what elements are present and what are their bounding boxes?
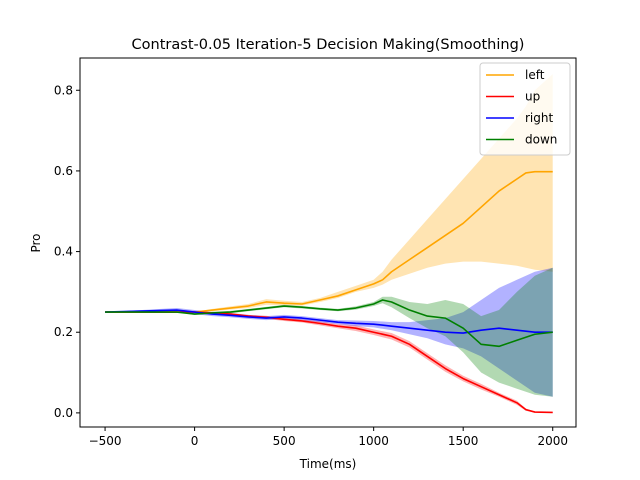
y-axis-ticks: 0.0 0.2 0.4 0.6 0.8	[54, 83, 80, 420]
band-down	[105, 267, 553, 397]
y-tick-label: 0.2	[54, 325, 73, 339]
legend-label-left: left	[525, 68, 545, 82]
line-left	[105, 170, 553, 313]
x-tick-label: 2000	[537, 434, 568, 448]
x-tick-label: −500	[89, 434, 122, 448]
y-tick-label: 0.0	[54, 406, 73, 420]
legend-label-up: up	[525, 90, 540, 104]
legend: left up right down	[479, 62, 571, 156]
y-tick-label: 0.8	[54, 83, 73, 97]
plot-frame	[79, 57, 577, 428]
y-tick-label: 0.6	[54, 164, 73, 178]
x-axis-ticks: −500 0 500 1000 1500 2000	[89, 427, 568, 448]
line-right	[105, 309, 553, 334]
legend-box	[479, 62, 571, 156]
series-lines	[105, 170, 553, 414]
band-left	[105, 74, 553, 313]
legend-label-right: right	[525, 111, 553, 125]
x-tick-label: 500	[273, 434, 296, 448]
x-tick-label: 1000	[358, 434, 389, 448]
confidence-bands	[105, 74, 553, 413]
chart-title: Contrast-0.05 Iteration-5 Decision Makin…	[132, 37, 525, 53]
x-tick-label: 1500	[448, 434, 479, 448]
y-tick-label: 0.4	[54, 245, 73, 259]
line-up	[105, 311, 553, 414]
line-down	[105, 299, 553, 348]
x-axis-label: Time(ms)	[299, 457, 357, 471]
band-right	[105, 267, 553, 397]
x-tick-label: 0	[191, 434, 199, 448]
legend-label-down: down	[525, 133, 557, 147]
y-axis-label: Pro	[29, 233, 43, 252]
